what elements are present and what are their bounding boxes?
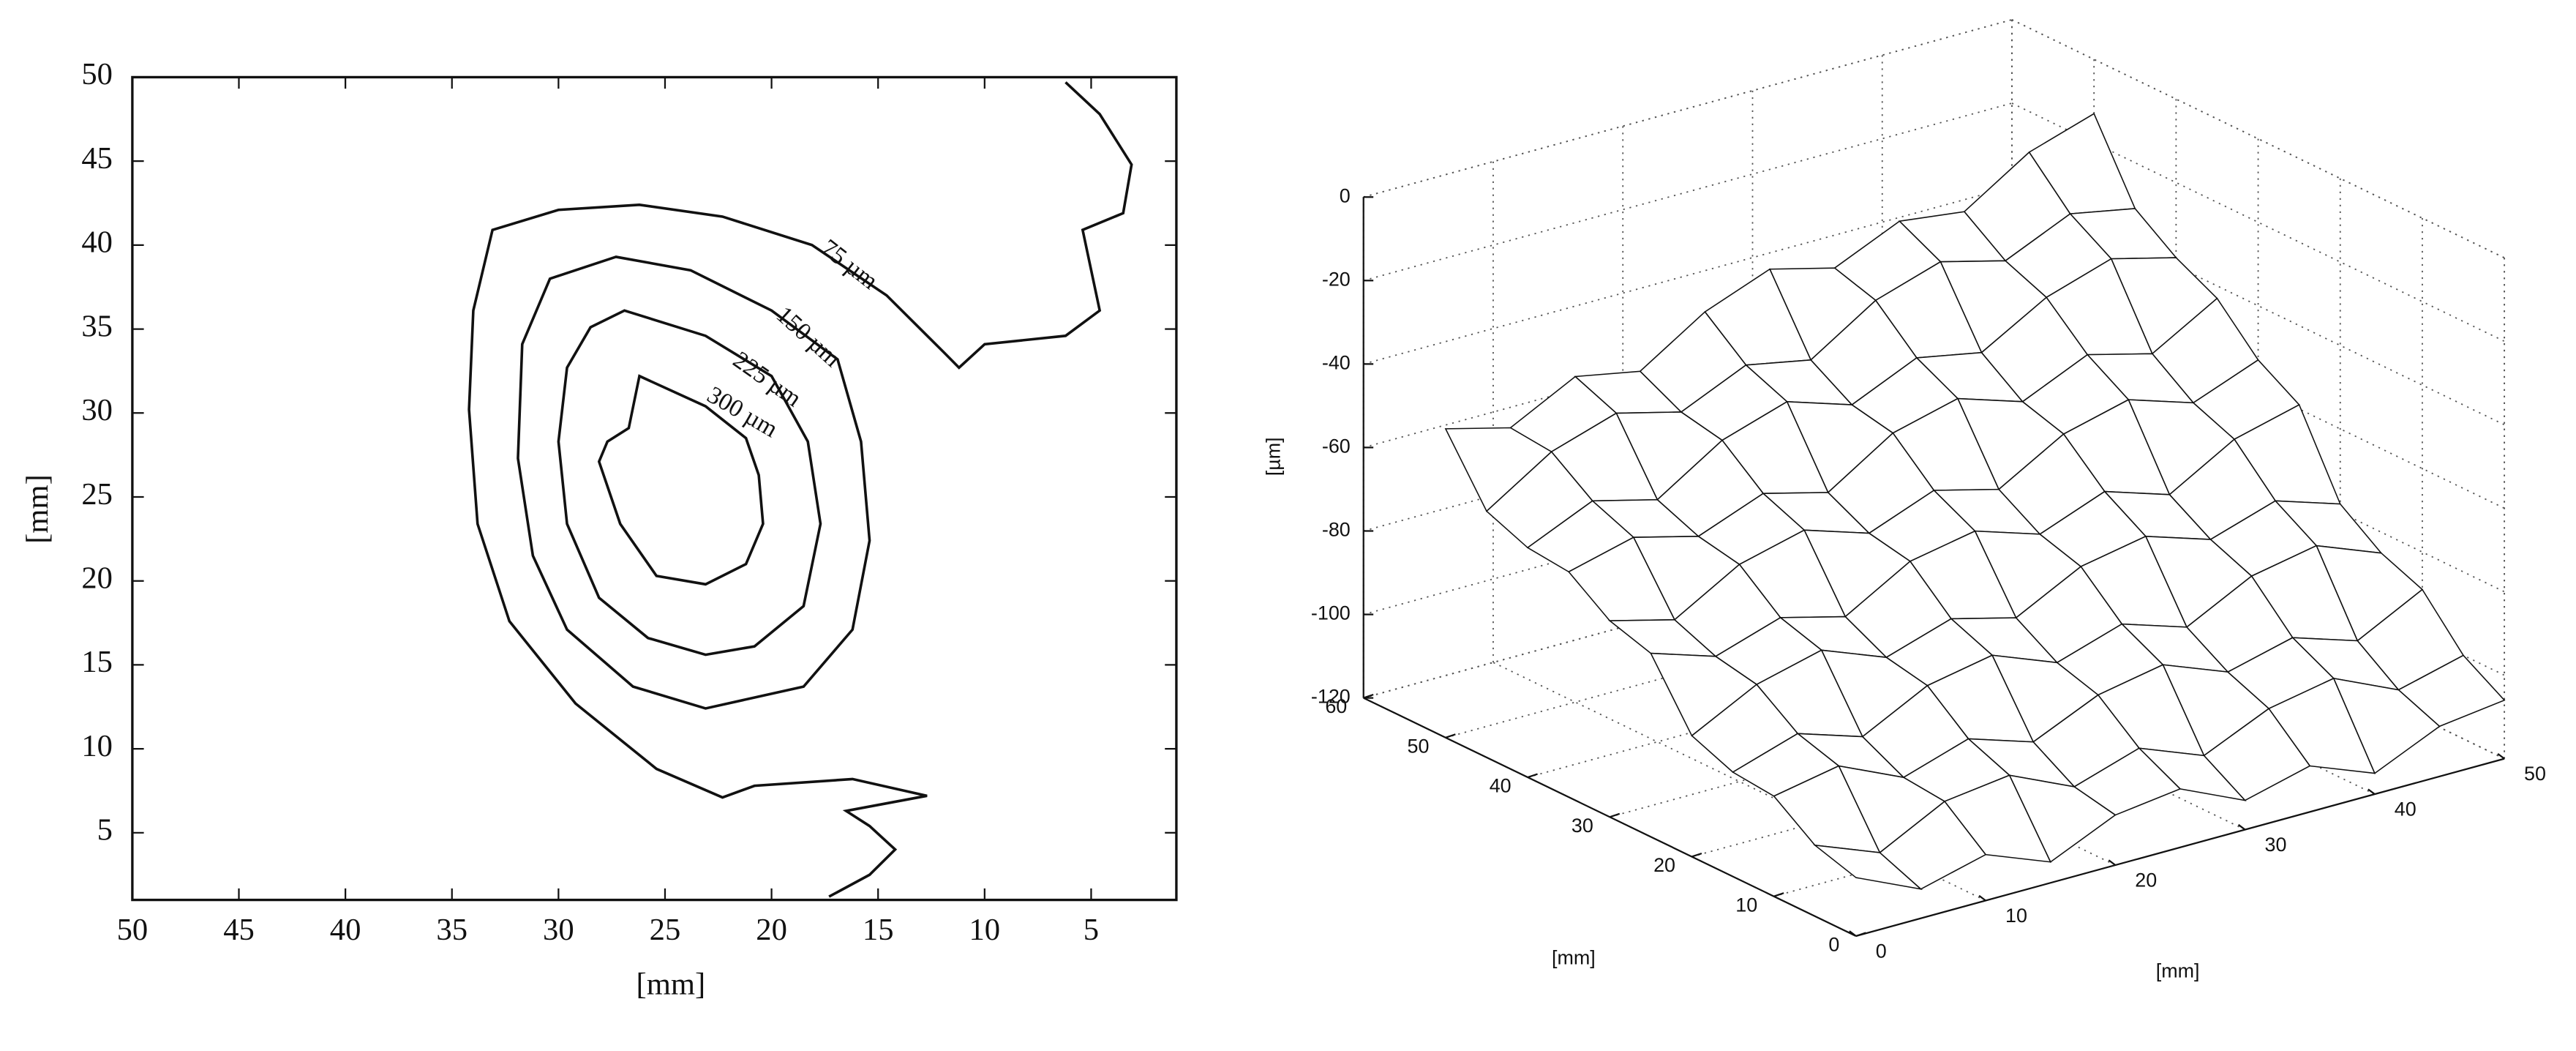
x-tick-label: 15	[863, 913, 894, 947]
y-tick-label: 30	[81, 393, 113, 427]
y-axis-label: [mm]	[20, 474, 55, 544]
y-tick-label: 25	[81, 477, 113, 512]
y-tick-label: 15	[81, 645, 113, 679]
x-tick-label: 20	[2135, 869, 2157, 891]
y-tick-label: 10	[1735, 894, 1757, 916]
y-tick-label: 35	[81, 309, 113, 343]
x-tick-label: 25	[650, 913, 681, 947]
y-tick-label: 20	[1653, 854, 1675, 876]
y-tick-label: 45	[81, 141, 113, 176]
x-tick-label: 10	[2005, 905, 2027, 927]
x-axis	[1855, 758, 2505, 938]
contour-line	[467, 81, 1133, 898]
x-tick-label: 35	[436, 913, 467, 947]
y-tick	[1445, 733, 1456, 738]
x-tick	[2497, 752, 2505, 760]
x-tick-label: 30	[543, 913, 574, 947]
grid-line	[1363, 186, 2013, 365]
y-tick	[1527, 773, 1538, 779]
y-axis-label: [mm]	[1552, 946, 1596, 968]
grid-line	[1363, 102, 2013, 282]
x-tick-label: 20	[756, 913, 787, 947]
contour-line	[517, 255, 871, 710]
z-axis-label: [µm]	[1263, 437, 1285, 476]
x-tick-label: 50	[117, 913, 149, 947]
x-tick-label: 40	[2395, 798, 2417, 820]
contour-line	[597, 374, 765, 586]
z-tick-label: -40	[1322, 351, 1351, 373]
y-tick	[1609, 812, 1621, 818]
x-tick-label: 40	[330, 913, 361, 947]
x-tick-label: 50	[2524, 763, 2546, 785]
x-axis-label: [mm]	[2156, 960, 2200, 981]
y-tick-label: 0	[1828, 934, 1839, 956]
y-tick-label: 30	[1571, 815, 1593, 837]
y-tick-label: 50	[1408, 735, 1430, 757]
y-tick	[1855, 932, 1866, 938]
y-tick	[1691, 852, 1702, 858]
y-tick-label: 50	[81, 57, 113, 91]
y-tick	[1363, 694, 1374, 699]
x-tick	[1849, 930, 1857, 937]
z-tick-label: -120	[1311, 686, 1351, 708]
z-tick-label: -80	[1322, 519, 1351, 541]
plot-frame	[131, 75, 1178, 902]
x-tick	[2367, 788, 2376, 795]
x-tick-label: 45	[223, 913, 255, 947]
y-tick-label: 10	[81, 729, 113, 763]
z-tick-label: -20	[1322, 268, 1351, 290]
y-tick-label: 40	[81, 225, 113, 260]
y-tick-label: 40	[1490, 775, 1512, 797]
y-tick-label: 20	[81, 561, 113, 595]
x-tick	[1978, 894, 1986, 902]
z-tick-label: 0	[1340, 184, 1351, 206]
z-tick-label: -60	[1322, 435, 1351, 457]
contour-line	[557, 309, 822, 657]
z-tick-label: -100	[1311, 602, 1351, 624]
y-tick-label: 5	[97, 813, 113, 848]
x-tick	[2108, 859, 2117, 866]
y-tick-label: 60	[1325, 695, 1347, 717]
x-tick-label: 30	[2265, 834, 2287, 856]
y-tick	[1773, 892, 1784, 897]
contour-plot: [mm] [mm] 75 µm 150 µm 225 µm 300 µm 50 4…	[20, 57, 1178, 1001]
x-tick	[2237, 823, 2246, 831]
x-tick-label: 10	[969, 913, 1001, 947]
x-tick-label: 0	[1876, 940, 1887, 962]
surface-plot: [µm] [mm] [mm] 0 -20 -40 -60 -80 -100 -120 0 10 2…	[1263, 19, 2546, 981]
x-axis-label: [mm]	[636, 967, 705, 1001]
x-tick-label: 5	[1084, 913, 1099, 947]
grid-line	[1363, 19, 2013, 198]
surface-cell	[1813, 844, 1923, 891]
